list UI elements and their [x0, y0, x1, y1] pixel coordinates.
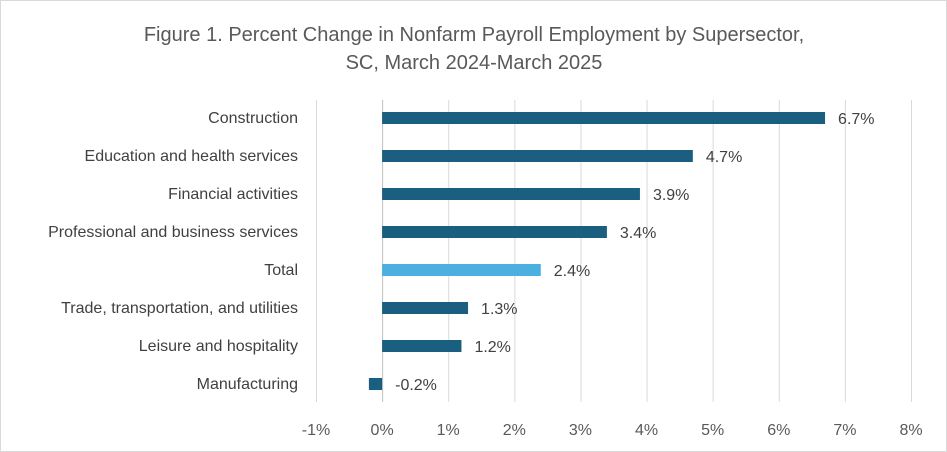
data-label-7: -0.2% [395, 377, 437, 394]
bar-7 [368, 378, 383, 390]
bar-4 [382, 264, 541, 276]
x-axis-tick-labels: -1% 0% 1% 2% 3% 4% 5% 6% 7% 8% [302, 422, 923, 439]
bars [368, 112, 826, 390]
category-label-0: Construction [208, 110, 298, 127]
data-label-0: 6.7% [838, 111, 874, 128]
data-label-4: 2.4% [554, 263, 590, 280]
bar-0 [382, 112, 826, 124]
bar-2 [382, 188, 640, 200]
category-label-6: Leisure and hospitality [139, 338, 298, 355]
data-label-5: 1.3% [481, 301, 517, 318]
bar-1 [382, 150, 693, 162]
category-label-4: Total [264, 262, 298, 279]
category-label-7: Manufacturing [197, 376, 298, 393]
x-tick-label-0: -1% [302, 422, 330, 439]
x-tick-label-4: 3% [569, 422, 592, 439]
x-tick-label-6: 5% [701, 422, 724, 439]
data-label-2: 3.9% [653, 187, 689, 204]
x-tick-label-8: 7% [833, 422, 856, 439]
category-label-3: Professional and business services [48, 224, 298, 241]
data-label-1: 4.7% [706, 149, 742, 166]
gridlines [316, 100, 912, 402]
category-label-1: Education and health services [85, 148, 298, 165]
data-label-3: 3.4% [620, 225, 656, 242]
x-tick-label-7: 6% [767, 422, 790, 439]
chart-title-line-1: Figure 1. Percent Change in Nonfarm Payr… [144, 24, 804, 46]
x-tick-label-5: 4% [635, 422, 658, 439]
bar-5 [382, 302, 469, 314]
category-labels: Construction Education and health service… [48, 110, 298, 393]
bar-6 [382, 340, 462, 352]
data-label-6: 1.2% [474, 339, 510, 356]
x-tick-label-9: 8% [899, 422, 922, 439]
category-label-2: Financial activities [168, 186, 298, 203]
x-tick-label-2: 1% [437, 422, 460, 439]
category-label-5: Trade, transportation, and utilities [61, 300, 298, 317]
x-tick-label-3: 2% [503, 422, 526, 439]
x-tick-label-1: 0% [371, 422, 394, 439]
bar-3 [382, 226, 607, 238]
chart-title-line-2: SC, March 2024-March 2025 [346, 52, 603, 74]
data-labels: 6.7% 4.7% 3.9% 3.4% 2.4% 1.3% 1.2% -0.2% [395, 111, 874, 394]
